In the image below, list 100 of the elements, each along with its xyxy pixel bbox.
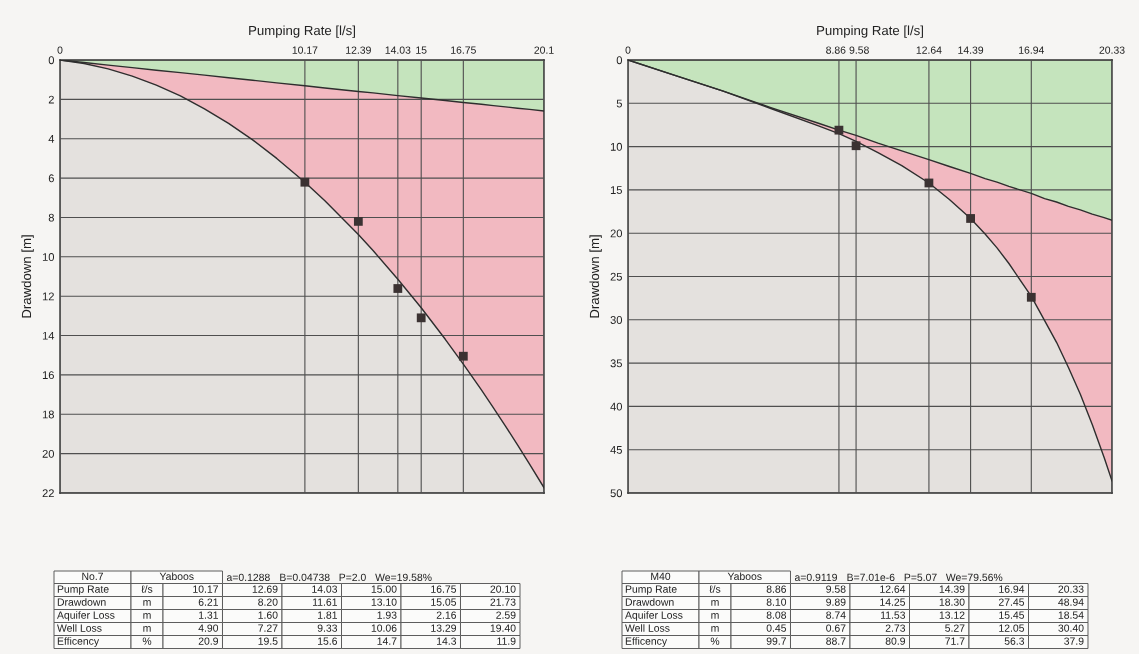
point — [834, 125, 844, 135]
point — [458, 351, 468, 361]
text: 16.94 — [999, 585, 1025, 593]
y-tick-label: 18 — [42, 410, 54, 419]
text: Aquifer Loss — [57, 611, 115, 621]
text: 8.86 — [766, 585, 787, 593]
y-tick-label: 8 — [48, 213, 54, 222]
text: 5.27 — [945, 624, 965, 632]
point — [966, 214, 975, 223]
text: 8.08 — [766, 611, 787, 619]
text: Yaboos — [159, 572, 194, 581]
text: 15.00 — [371, 585, 397, 593]
y-tick-label: 45 — [610, 446, 622, 454]
text: Yaboos — [727, 572, 762, 581]
text: P=2.0 — [339, 573, 366, 582]
text: 20.33 — [1058, 585, 1084, 593]
text: 71.7 — [945, 637, 965, 645]
text: a=0.9119 — [794, 573, 837, 582]
x-tick-label: 14.03 — [385, 46, 411, 54]
text: % — [710, 637, 720, 645]
text: 1.31 — [199, 611, 218, 619]
x-axis-title: Pumping Rate [l/s] — [817, 25, 923, 38]
text: 10.17 — [193, 585, 218, 593]
text: 4.90 — [198, 624, 219, 632]
text: We=79.56% — [945, 573, 1003, 582]
x-axis-title: Pumping Rate [l/s] — [249, 25, 355, 38]
x-tick-label: 8.86 — [826, 46, 846, 54]
text: m — [143, 600, 151, 606]
y-tick-label: 50 — [610, 489, 623, 498]
y-tick-label: 15 — [610, 186, 622, 195]
y-tick-label: 5 — [616, 99, 622, 108]
y-tick-label: 16 — [42, 371, 54, 380]
text: 9.33 — [317, 624, 338, 632]
text: Pump Rate — [57, 585, 109, 595]
text: Pump Rate — [625, 585, 677, 595]
y-tick-label: 14 — [42, 331, 55, 340]
x-tick-label: 16.94 — [1019, 46, 1045, 54]
text: 14.7 — [377, 637, 397, 645]
text: 19.40 — [490, 624, 516, 632]
text: 7.27 — [258, 624, 278, 632]
text: 16.75 — [431, 585, 457, 593]
text: Efficency — [625, 637, 668, 647]
text: m — [143, 626, 151, 632]
text: 13.29 — [431, 624, 457, 632]
text: 19.5 — [258, 637, 278, 645]
x-tick-label: 15 — [416, 46, 427, 54]
text: 11.61 — [313, 598, 337, 606]
text: 12.64 — [880, 585, 906, 593]
text: 8.20 — [258, 598, 278, 606]
text: m — [143, 613, 151, 619]
text: 20.10 — [490, 585, 516, 593]
text: B=0.04738 — [280, 573, 330, 582]
text: Efficency — [57, 637, 100, 647]
text: Drawdown — [625, 598, 674, 606]
text: 6.21 — [198, 598, 218, 606]
point — [300, 177, 310, 187]
point — [393, 284, 403, 293]
text: M40 — [651, 572, 671, 581]
text: 15.6 — [318, 637, 338, 645]
y-tick-label: 0 — [48, 56, 55, 65]
text: 12.69 — [252, 585, 278, 593]
text: 10.06 — [371, 624, 397, 632]
text: 15.05 — [431, 598, 457, 606]
text: m — [711, 613, 719, 619]
text: Aquifer Loss — [625, 611, 683, 621]
y-axis-title: Drawdown [m] — [589, 235, 602, 318]
y-tick-label: 20 — [42, 449, 55, 458]
text: 11.53 — [881, 611, 906, 619]
text: 80.9 — [885, 637, 906, 645]
point — [353, 217, 363, 226]
point — [416, 313, 426, 323]
x-tick-label: 16.75 — [451, 46, 476, 54]
x-tick-label: 12.39 — [346, 46, 371, 54]
text: 0.67 — [826, 624, 846, 632]
x-tick-label: 0 — [625, 46, 631, 54]
text: Drawdown — [57, 598, 106, 606]
text: 2.16 — [436, 611, 457, 619]
x-tick-label: 12.64 — [916, 46, 942, 54]
y-tick-label: 10 — [610, 142, 623, 151]
y-tick-label: 6 — [48, 174, 54, 183]
text: ℓ/s — [141, 585, 153, 593]
text: 56.3 — [1004, 637, 1025, 645]
text: ℓ/s — [709, 585, 721, 593]
text: Well Loss — [57, 624, 102, 632]
text: 14.39 — [939, 585, 965, 593]
y-tick-label: 2 — [48, 95, 54, 104]
text: 20.9 — [198, 637, 219, 645]
text: We=19.58% — [375, 573, 432, 582]
x-tick-label: 0 — [57, 46, 63, 54]
y-tick-label: 30 — [610, 316, 623, 324]
x-tick-label: 10.17 — [292, 46, 318, 54]
text: 1.81 — [318, 611, 337, 619]
y-tick-label: 25 — [610, 272, 622, 281]
text: 18.54 — [1058, 611, 1084, 619]
text: 14.25 — [880, 598, 906, 606]
text: 1.60 — [258, 611, 278, 619]
x-tick-label: 20.1 — [534, 46, 554, 54]
text: 99.7 — [766, 637, 786, 645]
text: 9.89 — [826, 598, 846, 606]
text: % — [142, 637, 152, 645]
